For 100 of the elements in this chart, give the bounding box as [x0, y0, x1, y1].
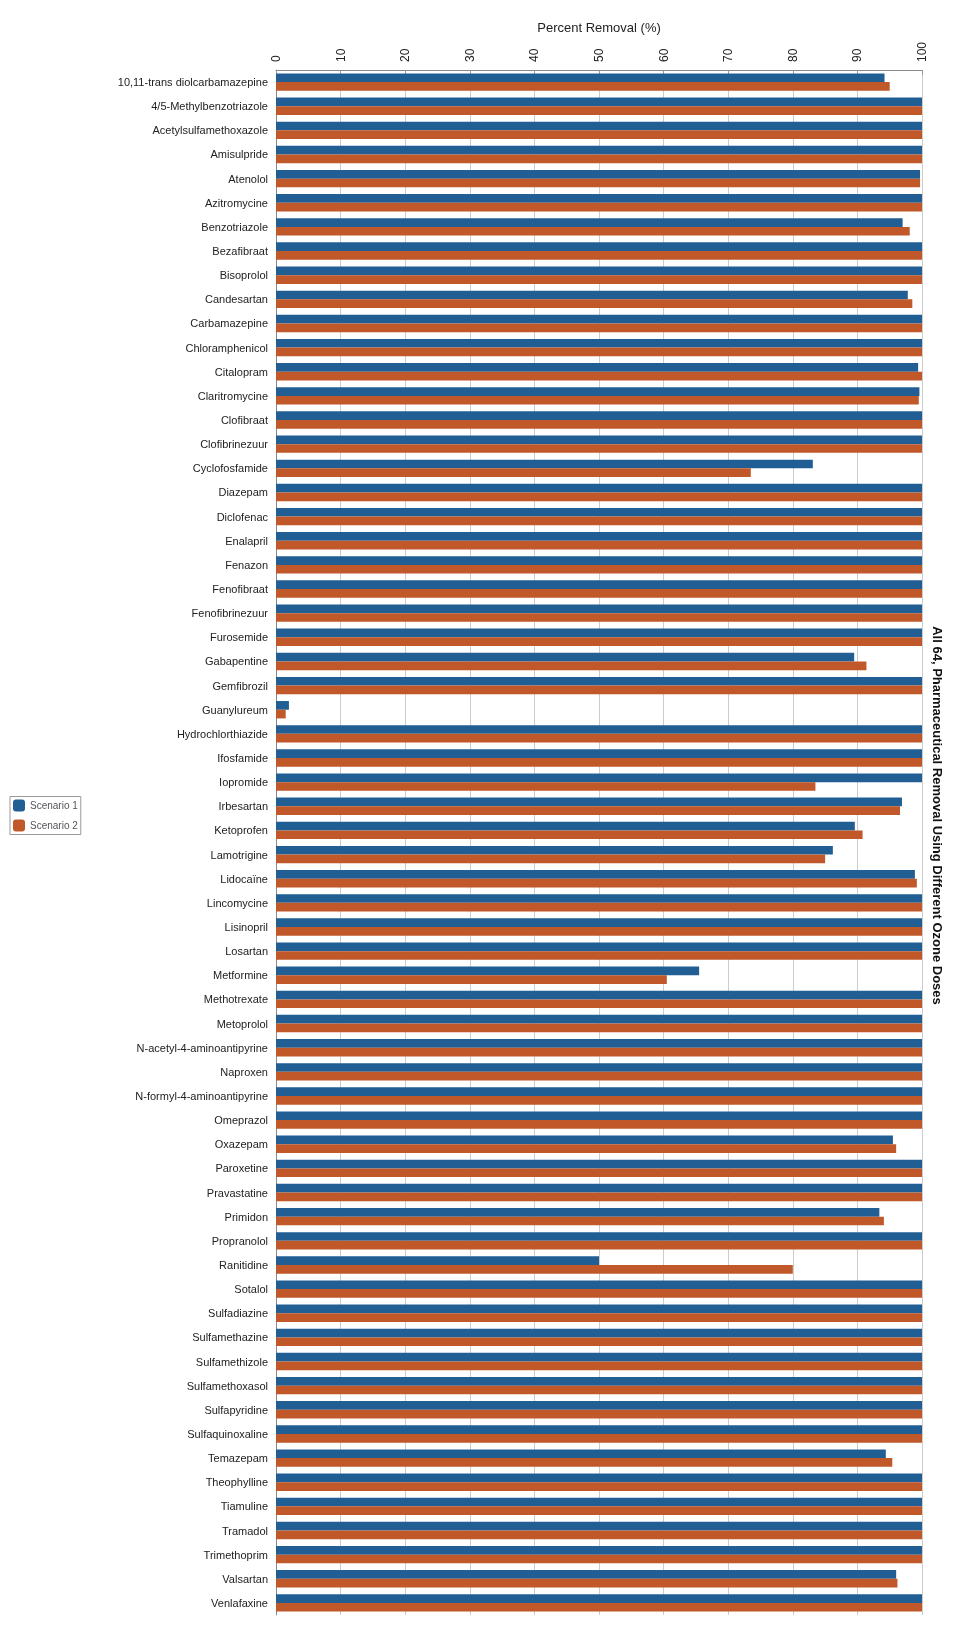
x-tick-label: 0: [269, 55, 283, 62]
y-tick-label: Paroxetine: [215, 1162, 268, 1175]
bar: [276, 1401, 922, 1410]
bar: [276, 154, 922, 164]
y-tick-label: Metformine: [212, 969, 268, 982]
bar: [276, 266, 922, 276]
y-tick-label: Gemfibrozil: [212, 679, 268, 692]
x-tick-label: 80: [785, 48, 800, 62]
bar: [276, 1014, 922, 1024]
y-tick-label: Furosemide: [209, 631, 268, 644]
bar: [276, 1047, 922, 1057]
bar: [276, 1280, 922, 1290]
bar: [276, 97, 922, 107]
bar: [276, 347, 922, 357]
bar: [276, 628, 922, 638]
bar: [276, 1570, 897, 1579]
bar: [276, 314, 922, 324]
bar: [276, 999, 922, 1009]
x-tick-label: 60: [656, 48, 671, 62]
y-tick-label: Atenolol: [228, 172, 268, 185]
bar: [276, 275, 922, 284]
bar: [276, 121, 922, 131]
y-tick-label: Gabapentine: [205, 655, 268, 668]
y-tick-label: Hydrochlorthiazide: [176, 727, 268, 740]
bar: [276, 106, 922, 115]
y-tick-label: Oxazepam: [214, 1138, 268, 1151]
y-tick-label: Pravastatine: [206, 1186, 268, 1199]
bar: [276, 73, 885, 83]
bar: [276, 926, 922, 936]
y-tick-label: Clofibraat: [220, 414, 268, 427]
bar: [276, 1352, 922, 1362]
bar: [276, 725, 922, 734]
bar: [276, 556, 922, 565]
x-tick-label: 90: [850, 48, 865, 62]
x-tick-label: 50: [592, 48, 606, 62]
y-tick-label: Venlafaxine: [211, 1596, 268, 1609]
bar: [276, 218, 903, 227]
bar: [276, 411, 922, 421]
text: All 64, Pharmaceutical Removal Using Different Ozone Doses: [930, 626, 945, 1005]
y-tick-label: Losartan: [225, 945, 268, 958]
bar: [276, 821, 855, 831]
bar: [276, 395, 919, 405]
y-tick-label: Clofibrinezuur: [200, 438, 269, 451]
bar: [276, 130, 922, 140]
bar: [276, 942, 922, 952]
y-tick-label: Diazepam: [218, 486, 268, 499]
bar: [276, 975, 667, 984]
bar: [276, 845, 833, 855]
y-tick-label: Tiamuline: [220, 1500, 268, 1513]
bar: [276, 459, 813, 469]
bar: [276, 1473, 922, 1483]
bar: [276, 782, 816, 791]
bar: [276, 507, 922, 517]
y-tick-label: Benzotriazole: [201, 220, 268, 233]
y-tick-label: Sulfamethazine: [192, 1331, 268, 1344]
x-tick-label: 20: [398, 48, 413, 62]
bar: [276, 516, 922, 526]
y-tick-label: Amisulpride: [210, 148, 268, 161]
y-tick-label: Iopromide: [219, 776, 268, 789]
bar: [276, 1433, 922, 1443]
x-axis-title: Percent Removal (%): [537, 20, 661, 35]
bar: [276, 1497, 922, 1507]
y-tick-label: Omeprazol: [214, 1114, 268, 1127]
bar: [276, 1425, 922, 1434]
bar: [276, 580, 922, 590]
bar: [276, 444, 922, 453]
bar: [276, 202, 922, 212]
bar: [276, 1087, 922, 1096]
bar: [276, 483, 922, 493]
bar: [276, 902, 922, 912]
bar: [276, 226, 910, 236]
bar: [276, 1530, 922, 1540]
bar: [276, 990, 922, 1000]
bar: [276, 1449, 886, 1459]
bar: [276, 661, 867, 671]
bar: [276, 1240, 922, 1250]
bar: [276, 1232, 922, 1241]
bar: [276, 878, 917, 888]
y-tick-label: Temazepam: [208, 1452, 268, 1465]
bar: [276, 1409, 922, 1419]
y-tick-label: Sulfaquinoxaline: [187, 1427, 268, 1440]
bar: [276, 1545, 922, 1555]
bar: [276, 1207, 880, 1217]
bar: [276, 1071, 922, 1081]
legend-label: Scenario 1: [30, 800, 79, 811]
bar: [276, 1289, 922, 1298]
y-tick-label: Metoprolol: [216, 1017, 268, 1030]
y-tick-label: Sotalol: [234, 1283, 268, 1296]
y-tick-label: 10,11-trans diolcarbamazepine: [117, 76, 268, 89]
y-tick-label: Lidocaïne: [220, 872, 268, 885]
y-tick-label: Cyclofosfamide: [192, 462, 268, 475]
bar: [276, 251, 922, 260]
y-tick-label: N-acetyl-4-aminoantipyrine: [136, 1041, 268, 1054]
bar: [276, 685, 922, 695]
bar: [276, 797, 902, 807]
bar: [276, 1361, 922, 1371]
x-tick-label: 100: [915, 41, 929, 62]
bar: [276, 532, 922, 541]
bar: [276, 540, 922, 550]
bar: [276, 1039, 922, 1048]
